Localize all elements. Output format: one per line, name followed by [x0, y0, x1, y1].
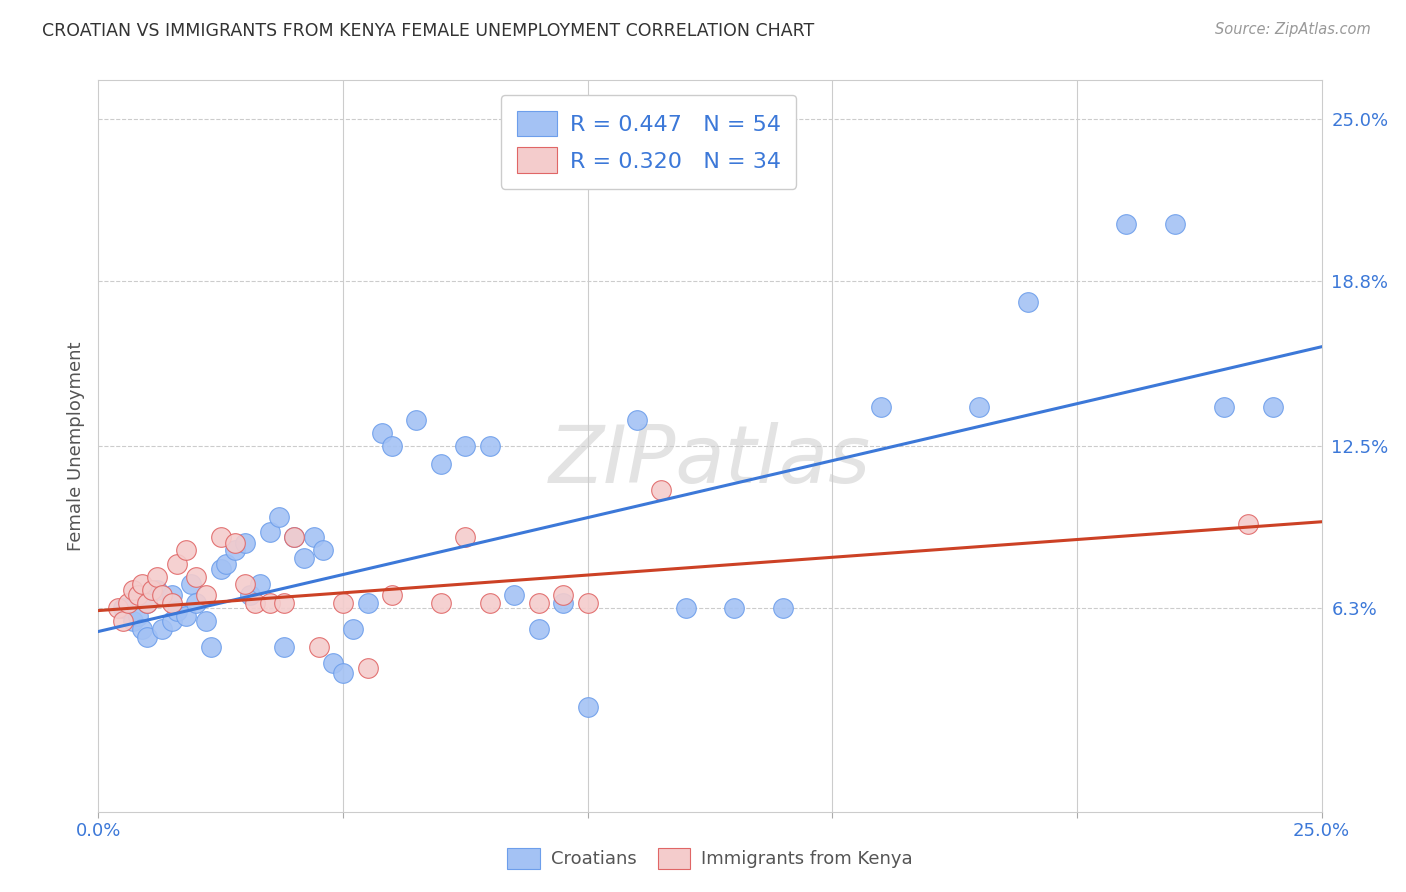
Point	[527, 622, 550, 636]
Point	[1212, 400, 1234, 414]
Point	[233, 577, 256, 591]
Point	[131, 622, 153, 636]
Point	[121, 582, 143, 597]
Point	[239, 588, 262, 602]
Point	[150, 622, 173, 636]
Point	[371, 425, 394, 440]
Point	[273, 640, 295, 655]
Point	[283, 530, 305, 544]
Point	[322, 656, 344, 670]
Point	[146, 582, 169, 597]
Point	[259, 596, 281, 610]
Point	[249, 577, 271, 591]
Point	[107, 601, 129, 615]
Point	[160, 596, 183, 610]
Point	[405, 413, 427, 427]
Point	[166, 557, 188, 571]
Point	[454, 530, 477, 544]
Point	[117, 596, 139, 610]
Point	[1261, 400, 1284, 414]
Point	[553, 596, 575, 610]
Point	[332, 666, 354, 681]
Point	[356, 596, 378, 610]
Point	[224, 535, 246, 549]
Point	[1017, 295, 1039, 310]
Point	[160, 588, 183, 602]
Point	[527, 596, 550, 610]
Point	[146, 569, 169, 583]
Point	[302, 530, 325, 544]
Point	[576, 700, 599, 714]
Point	[200, 640, 222, 655]
Text: CROATIAN VS IMMIGRANTS FROM KENYA FEMALE UNEMPLOYMENT CORRELATION CHART: CROATIAN VS IMMIGRANTS FROM KENYA FEMALE…	[42, 22, 814, 40]
Point	[772, 601, 794, 615]
Text: ZIPatlas: ZIPatlas	[548, 422, 872, 500]
Point	[430, 596, 453, 610]
Point	[1164, 217, 1187, 231]
Point	[209, 562, 232, 576]
Point	[160, 614, 183, 628]
Point	[233, 535, 256, 549]
Point	[626, 413, 648, 427]
Point	[576, 596, 599, 610]
Point	[273, 596, 295, 610]
Point	[269, 509, 291, 524]
Point	[381, 439, 404, 453]
Point	[176, 608, 198, 623]
Point	[243, 596, 266, 610]
Point	[430, 458, 453, 472]
Text: Source: ZipAtlas.com: Source: ZipAtlas.com	[1215, 22, 1371, 37]
Point	[176, 543, 198, 558]
Point	[478, 596, 501, 610]
Point	[136, 596, 159, 610]
Point	[166, 603, 188, 617]
Point	[723, 601, 745, 615]
Point	[127, 588, 149, 602]
Point	[553, 588, 575, 602]
Point	[259, 525, 281, 540]
Point	[111, 601, 134, 615]
Point	[312, 543, 335, 558]
Point	[478, 439, 501, 453]
Point	[1237, 517, 1260, 532]
Point	[214, 557, 236, 571]
Point	[967, 400, 990, 414]
Point	[180, 577, 202, 591]
Point	[675, 601, 697, 615]
Y-axis label: Female Unemployment: Female Unemployment	[66, 342, 84, 550]
Point	[150, 588, 173, 602]
Point	[111, 614, 134, 628]
Point	[136, 630, 159, 644]
Point	[292, 551, 315, 566]
Point	[224, 543, 246, 558]
Point	[141, 582, 163, 597]
Point	[186, 596, 208, 610]
Point	[650, 483, 672, 498]
Point	[870, 400, 893, 414]
Point	[1115, 217, 1137, 231]
Point	[454, 439, 477, 453]
Point	[503, 588, 526, 602]
Point	[131, 577, 153, 591]
Point	[186, 569, 208, 583]
Legend: Croatians, Immigrants from Kenya: Croatians, Immigrants from Kenya	[501, 840, 920, 876]
Point	[195, 588, 218, 602]
Point	[342, 622, 364, 636]
Point	[381, 588, 404, 602]
Point	[283, 530, 305, 544]
Point	[332, 596, 354, 610]
Point	[195, 614, 218, 628]
Point	[136, 596, 159, 610]
Point	[308, 640, 330, 655]
Point	[121, 614, 143, 628]
Point	[356, 661, 378, 675]
Point	[127, 608, 149, 623]
Point	[209, 530, 232, 544]
